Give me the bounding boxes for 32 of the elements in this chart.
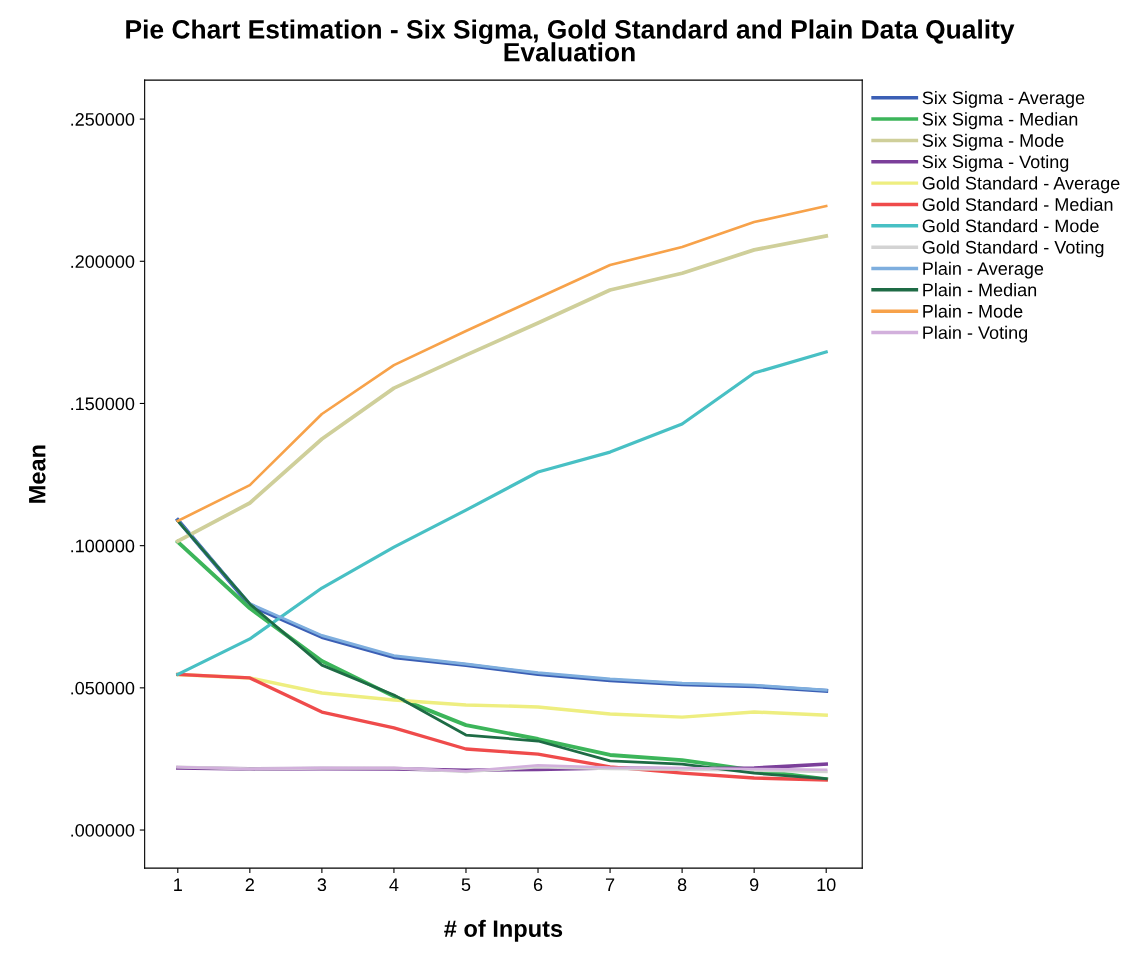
x-tick-label: 9 (749, 878, 759, 892)
legend-label: Six Sigma - Average (922, 90, 1085, 108)
x-tick-label: 5 (461, 878, 471, 892)
x-tick-label: 1 (174, 878, 182, 891)
x-tick-label: 6 (533, 878, 543, 892)
legend-label: Plain - Average (923, 261, 1044, 279)
x-axis-title: # of Inputs (444, 919, 563, 942)
y-tick-label: .100000 (71, 539, 135, 553)
y-axis-title: Mean (29, 445, 46, 503)
chart-title: Pie Chart Estimation - Six Sigma, Gold Standard and Plain Data Quality Evaluation (126, 19, 1015, 62)
legend-label: Six Sigma - Voting (922, 155, 1069, 172)
y-tick-label: .000000 (71, 823, 135, 837)
x-tick-label: 3 (317, 878, 327, 892)
y-tick-label: .250000 (71, 113, 135, 126)
legend-label: Gold Standard - Voting (922, 240, 1104, 258)
legend-label: Gold Standard - Average (922, 176, 1120, 194)
legend-label: Plain - Median (923, 283, 1037, 297)
x-tick-label: 7 (605, 878, 615, 891)
legend-label: Gold Standard - Median (922, 197, 1113, 211)
line-series (176, 350, 828, 677)
y-tick-label: .050000 (71, 681, 135, 695)
legend-label: Plain - Mode (923, 304, 1023, 318)
x-tick-label: 8 (677, 878, 687, 892)
x-tick-label: 4 (389, 878, 399, 891)
legend-label: Six Sigma - Mode (922, 133, 1064, 151)
legend-label: Gold Standard - Mode (922, 219, 1099, 233)
legend-label: Six Sigma - Median (922, 112, 1078, 130)
x-tick-label: 10 (817, 878, 836, 892)
legend-label: Plain - Voting (923, 325, 1028, 343)
y-tick-label: .150000 (71, 397, 135, 411)
y-tick-label: .200000 (71, 255, 135, 268)
x-tick-label: 2 (245, 878, 254, 891)
